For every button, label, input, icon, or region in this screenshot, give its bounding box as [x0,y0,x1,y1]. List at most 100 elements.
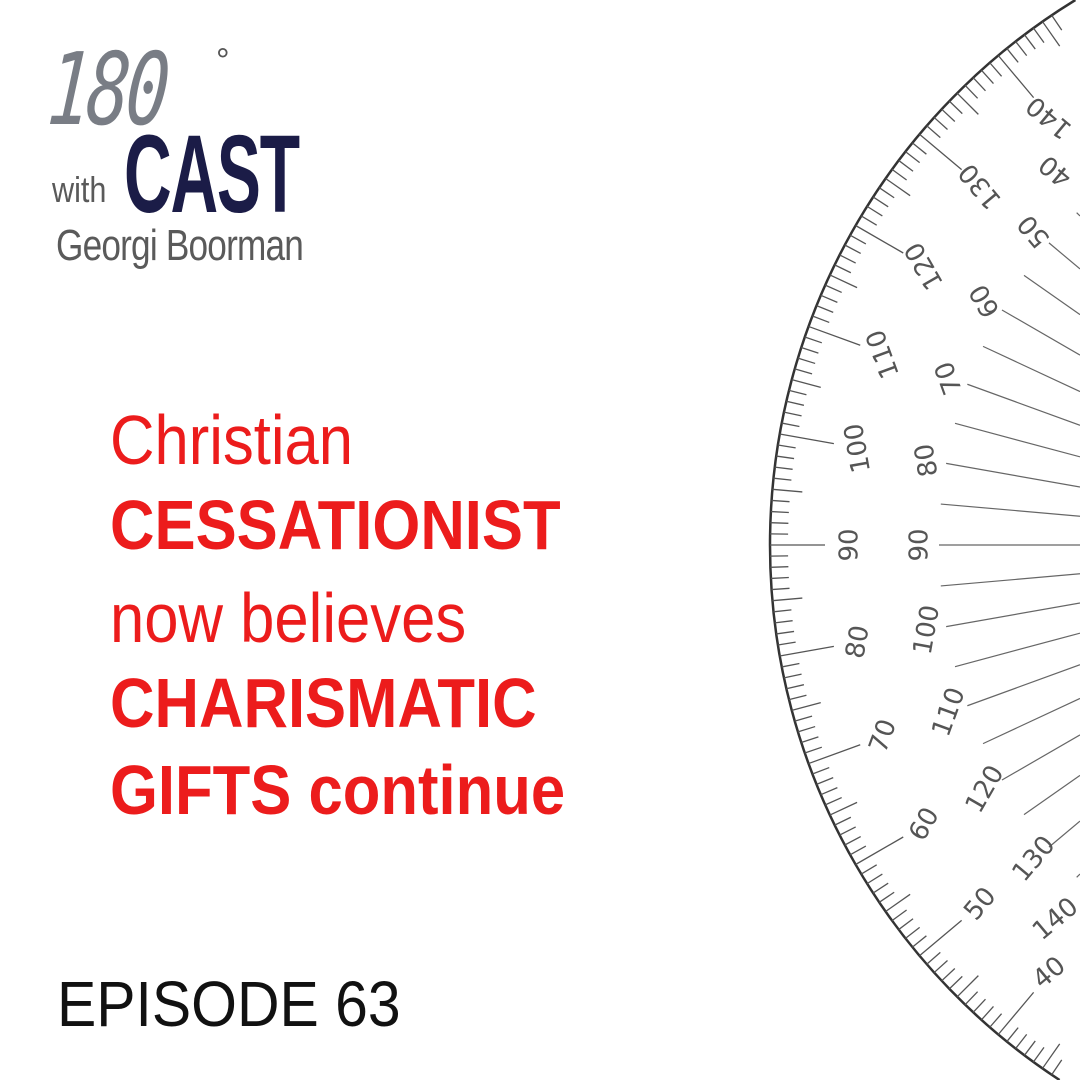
protractor-tick [797,725,816,733]
protractor-outer-label: 70 [863,715,903,756]
protractor-tick [878,891,895,903]
protractor-tick [829,274,858,289]
protractor-tick [1015,41,1028,57]
protractor-tick [911,142,927,155]
protractor-tick [791,701,821,712]
protractor-outer-label: 110 [861,326,906,383]
protractor-tick [891,909,907,922]
protractor-tick [989,1013,1003,1028]
protractor-inner-label: 90 [905,528,935,561]
protractor-tick [1023,34,1036,50]
protractor-tick [834,264,852,274]
protractor-tick [972,77,986,92]
protractor-ray [954,422,1080,458]
protractor-tick [898,159,914,172]
protractor-tick [772,488,803,493]
protractor-ray [982,697,1080,745]
protractor-ray [1001,309,1080,356]
protractor-tick [771,587,790,591]
protractor-tick [794,368,813,375]
protractor-tick [786,400,805,406]
protractor-arc [768,0,1077,1080]
protractor-inner-label: 130 [1007,830,1062,887]
protractor-tick [791,378,821,389]
protractor-tick [839,254,856,264]
protractor-ray [1076,212,1080,217]
protractor-tick [866,873,883,885]
protractor-outer-label: 140 [1021,90,1078,145]
protractor-tick [808,744,861,765]
protractor-tick [804,746,823,754]
protractor-ray [946,462,1080,488]
protractor-tick [801,736,819,744]
protractor-tick [771,499,790,503]
protractor-tick [885,893,911,913]
protractor-tick [989,62,1003,77]
protractor-tick [948,975,963,990]
protractor-tick [820,294,838,303]
protractor-tick [1041,1043,1061,1069]
protractor-ray [946,602,1080,628]
protractor-tick [770,576,789,580]
protractor-tick [776,455,795,460]
protractor-tick [1032,27,1045,43]
protractor-tick [844,244,861,255]
protractor-tick [878,187,895,199]
protractor-tick [1032,1047,1045,1063]
protractor-tick [872,882,889,894]
protractor-inner-label: 50 [1012,209,1056,254]
protractor-tick [773,609,792,613]
protractor-tick [933,116,948,130]
protractor-tick [779,645,834,657]
protractor-tick [774,466,793,470]
protractor-tick [926,125,941,139]
host-name: Georgi Boorman [56,221,304,270]
protractor-tick [781,422,800,428]
logo-cast: CAST [124,113,300,236]
protractor-tick [829,801,858,816]
protractor-tick [824,796,842,806]
protractor-tick [1051,1059,1063,1076]
protractor-tick [980,1006,994,1021]
protractor-tick [891,168,907,181]
headline-line-5: GIFTS continue [110,751,566,829]
protractor-ray [1023,274,1080,316]
protractor-outer-label: 120 [899,237,950,295]
protractor-tick [919,919,963,957]
protractor-tick [844,835,861,846]
protractor-tick [783,411,802,417]
protractor-tick [816,305,834,313]
protractor-outer-label: 60 [903,802,946,846]
protractor-tick [872,196,889,208]
protractor-tick [1006,47,1019,63]
protractor-tick [855,224,904,254]
protractor-tick [777,641,796,646]
protractor-inner-label: 120 [960,760,1011,818]
protractor-tick [808,325,861,346]
protractor-tick [855,836,904,866]
protractor-tick [773,477,792,481]
protractor-tick [779,433,834,445]
protractor-tick [834,816,852,826]
protractor-outer-label: 130 [953,157,1008,214]
protractor-tick [772,597,803,602]
protractor-ray [940,573,1080,587]
protractor-tick [849,845,867,856]
protractor-ray [1076,873,1080,878]
protractor-tick [774,620,793,624]
protractor-tick [956,975,979,998]
protractor-inner-label: 70 [929,357,969,398]
protractor-tick [1051,14,1063,31]
protractor-tick [770,566,789,568]
protractor-ray [1048,242,1080,270]
protractor-tick [770,522,789,524]
protractor-ray [967,664,1080,707]
protractor-outer-label: 40 [1027,951,1072,995]
protractor-tick [783,673,802,679]
headline-line-4: CHARISMATIC [110,664,537,742]
protractor-tick [898,918,914,931]
protractor-outer-label: 90 [835,528,865,561]
protractor-tick [905,926,921,939]
